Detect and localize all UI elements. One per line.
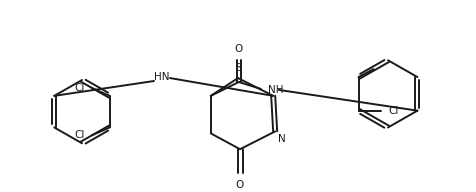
Text: Cl: Cl bbox=[74, 130, 85, 140]
Text: Cl: Cl bbox=[388, 106, 399, 116]
Text: N: N bbox=[278, 134, 286, 144]
Text: S: S bbox=[236, 63, 242, 73]
Text: O: O bbox=[236, 180, 244, 190]
Text: HN: HN bbox=[154, 72, 170, 82]
Text: O: O bbox=[235, 44, 243, 54]
Text: NH: NH bbox=[268, 85, 283, 95]
Text: Cl: Cl bbox=[74, 83, 85, 93]
